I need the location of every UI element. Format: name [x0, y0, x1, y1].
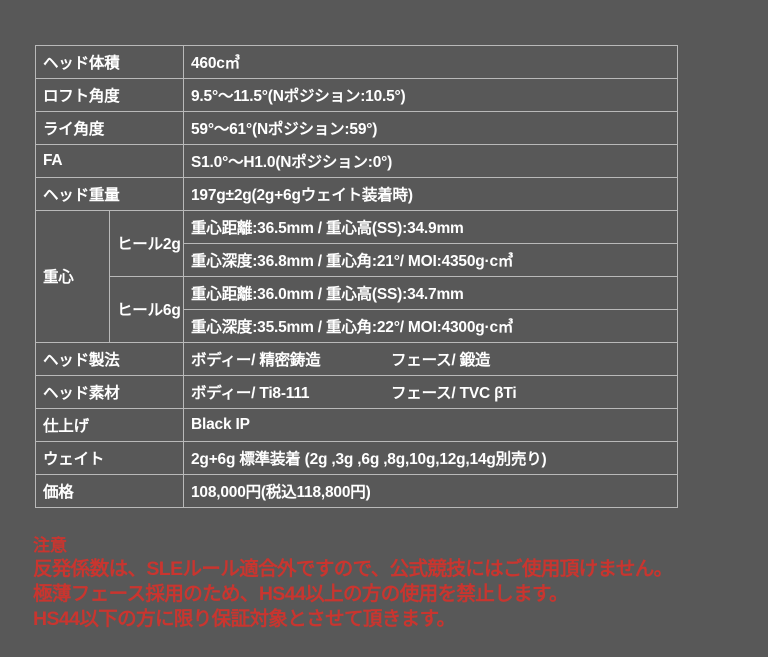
row-value: Black IP	[183, 408, 678, 442]
spec-table-body: ヘッド体積 460c㎥ ロフト角度 9.5°〜11.5°(Nポジション:10.5…	[35, 45, 678, 508]
table-row: 価格 108,000円(税込118,800円)	[35, 474, 678, 508]
table-row: 重心深度:36.8mm / 重心角:21°/ MOI:4350g·c㎥	[36, 243, 678, 277]
row-value: ボディー/ 精密鋳造 フェース/ 鍛造	[183, 342, 678, 376]
table-row: 重心深度:35.5mm / 重心角:22°/ MOI:4300g·c㎥	[36, 309, 678, 343]
warning-block: 注意 反発係数は、SLEルール適合外ですので、公式競技にはご使用頂けません。 極…	[33, 534, 763, 632]
row-value-face: フェース/ 鍛造	[391, 351, 491, 369]
row-label: ヘッド製法	[35, 342, 184, 376]
row-value-body: ボディー/ Ti8-111	[191, 384, 310, 402]
row-value: 9.5°〜11.5°(Nポジション:10.5°)	[183, 78, 678, 112]
row-value: 2g+6g 標準装着 (2g ,3g ,6g ,8g,10g,12g,14g別売…	[183, 441, 678, 475]
row-label: ライ角度	[35, 111, 184, 145]
row-value: ボディー/ Ti8-111 フェース/ TVC βTi	[183, 375, 678, 409]
row-label: ウェイト	[35, 441, 184, 475]
table-row: ヒール6g 重心距離:36.0mm / 重心高(SS):34.7mm	[36, 276, 678, 343]
row-label: FA	[35, 144, 184, 178]
cog-sub-label-heel2g: ヒール2g	[109, 210, 184, 277]
warning-line-2: 極薄フェース採用のため、HS44以上の方の使用を禁止します。	[33, 583, 568, 605]
table-row: 重心 ヒール2g 重心距離:36.5mm / 重心高(SS):34.9mm	[35, 210, 678, 343]
table-row: ヘッド体積 460c㎥	[35, 45, 678, 79]
table-row: ヘッド重量 197g±2g(2g+6gウェイト装着時)	[35, 177, 678, 211]
cog-value: 重心距離:36.0mm / 重心高(SS):34.7mm	[183, 276, 678, 310]
cog-value: 重心深度:35.5mm / 重心角:22°/ MOI:4300g·c㎥	[183, 309, 678, 343]
cog-label: 重心	[35, 210, 110, 343]
table-row: ウェイト 2g+6g 標準装着 (2g ,3g ,6g ,8g,10g,12g,…	[35, 441, 678, 475]
row-value: 108,000円(税込118,800円)	[183, 474, 678, 508]
warning-title: 注意	[33, 536, 67, 555]
row-value-body: ボディー/ 精密鋳造	[191, 351, 321, 369]
table-row: 仕上げ Black IP	[35, 408, 678, 442]
table-row: ヘッド素材 ボディー/ Ti8-111 フェース/ TVC βTi	[35, 375, 678, 409]
cog-value: 重心距離:36.5mm / 重心高(SS):34.9mm	[183, 210, 678, 244]
row-value-face: フェース/ TVC βTi	[391, 384, 517, 402]
cog-value: 重心深度:36.8mm / 重心角:21°/ MOI:4350g·c㎥	[183, 243, 678, 277]
table-row: ロフト角度 9.5°〜11.5°(Nポジション:10.5°)	[35, 78, 678, 112]
row-label: ヘッド体積	[35, 45, 184, 79]
spec-table: ヘッド体積 460c㎥ ロフト角度 9.5°〜11.5°(Nポジション:10.5…	[35, 45, 678, 508]
row-label: ヘッド重量	[35, 177, 184, 211]
row-label: ロフト角度	[35, 78, 184, 112]
spec-table-container: ヘッド体積 460c㎥ ロフト角度 9.5°〜11.5°(Nポジション:10.5…	[35, 45, 678, 508]
row-value: 197g±2g(2g+6gウェイト装着時)	[183, 177, 678, 211]
table-row: FA S1.0°〜H1.0(Nポジション:0°)	[35, 144, 678, 178]
cog-sub-label-heel6g: ヒール6g	[109, 276, 184, 343]
row-label: 価格	[35, 474, 184, 508]
row-label: ヘッド素材	[35, 375, 184, 409]
warning-line-3: HS44以下の方に限り保証対象とさせて頂きます。	[33, 608, 456, 630]
row-label: 仕上げ	[35, 408, 184, 442]
warning-line-1: 反発係数は、SLEルール適合外ですので、公式競技にはご使用頂けません。	[33, 558, 673, 580]
table-row: ライ角度 59°〜61°(Nポジション:59°)	[35, 111, 678, 145]
table-row: ヘッド製法 ボディー/ 精密鋳造 フェース/ 鍛造	[35, 342, 678, 376]
row-value: 59°〜61°(Nポジション:59°)	[183, 111, 678, 145]
row-value: S1.0°〜H1.0(Nポジション:0°)	[183, 144, 678, 178]
row-value: 460c㎥	[183, 45, 678, 79]
